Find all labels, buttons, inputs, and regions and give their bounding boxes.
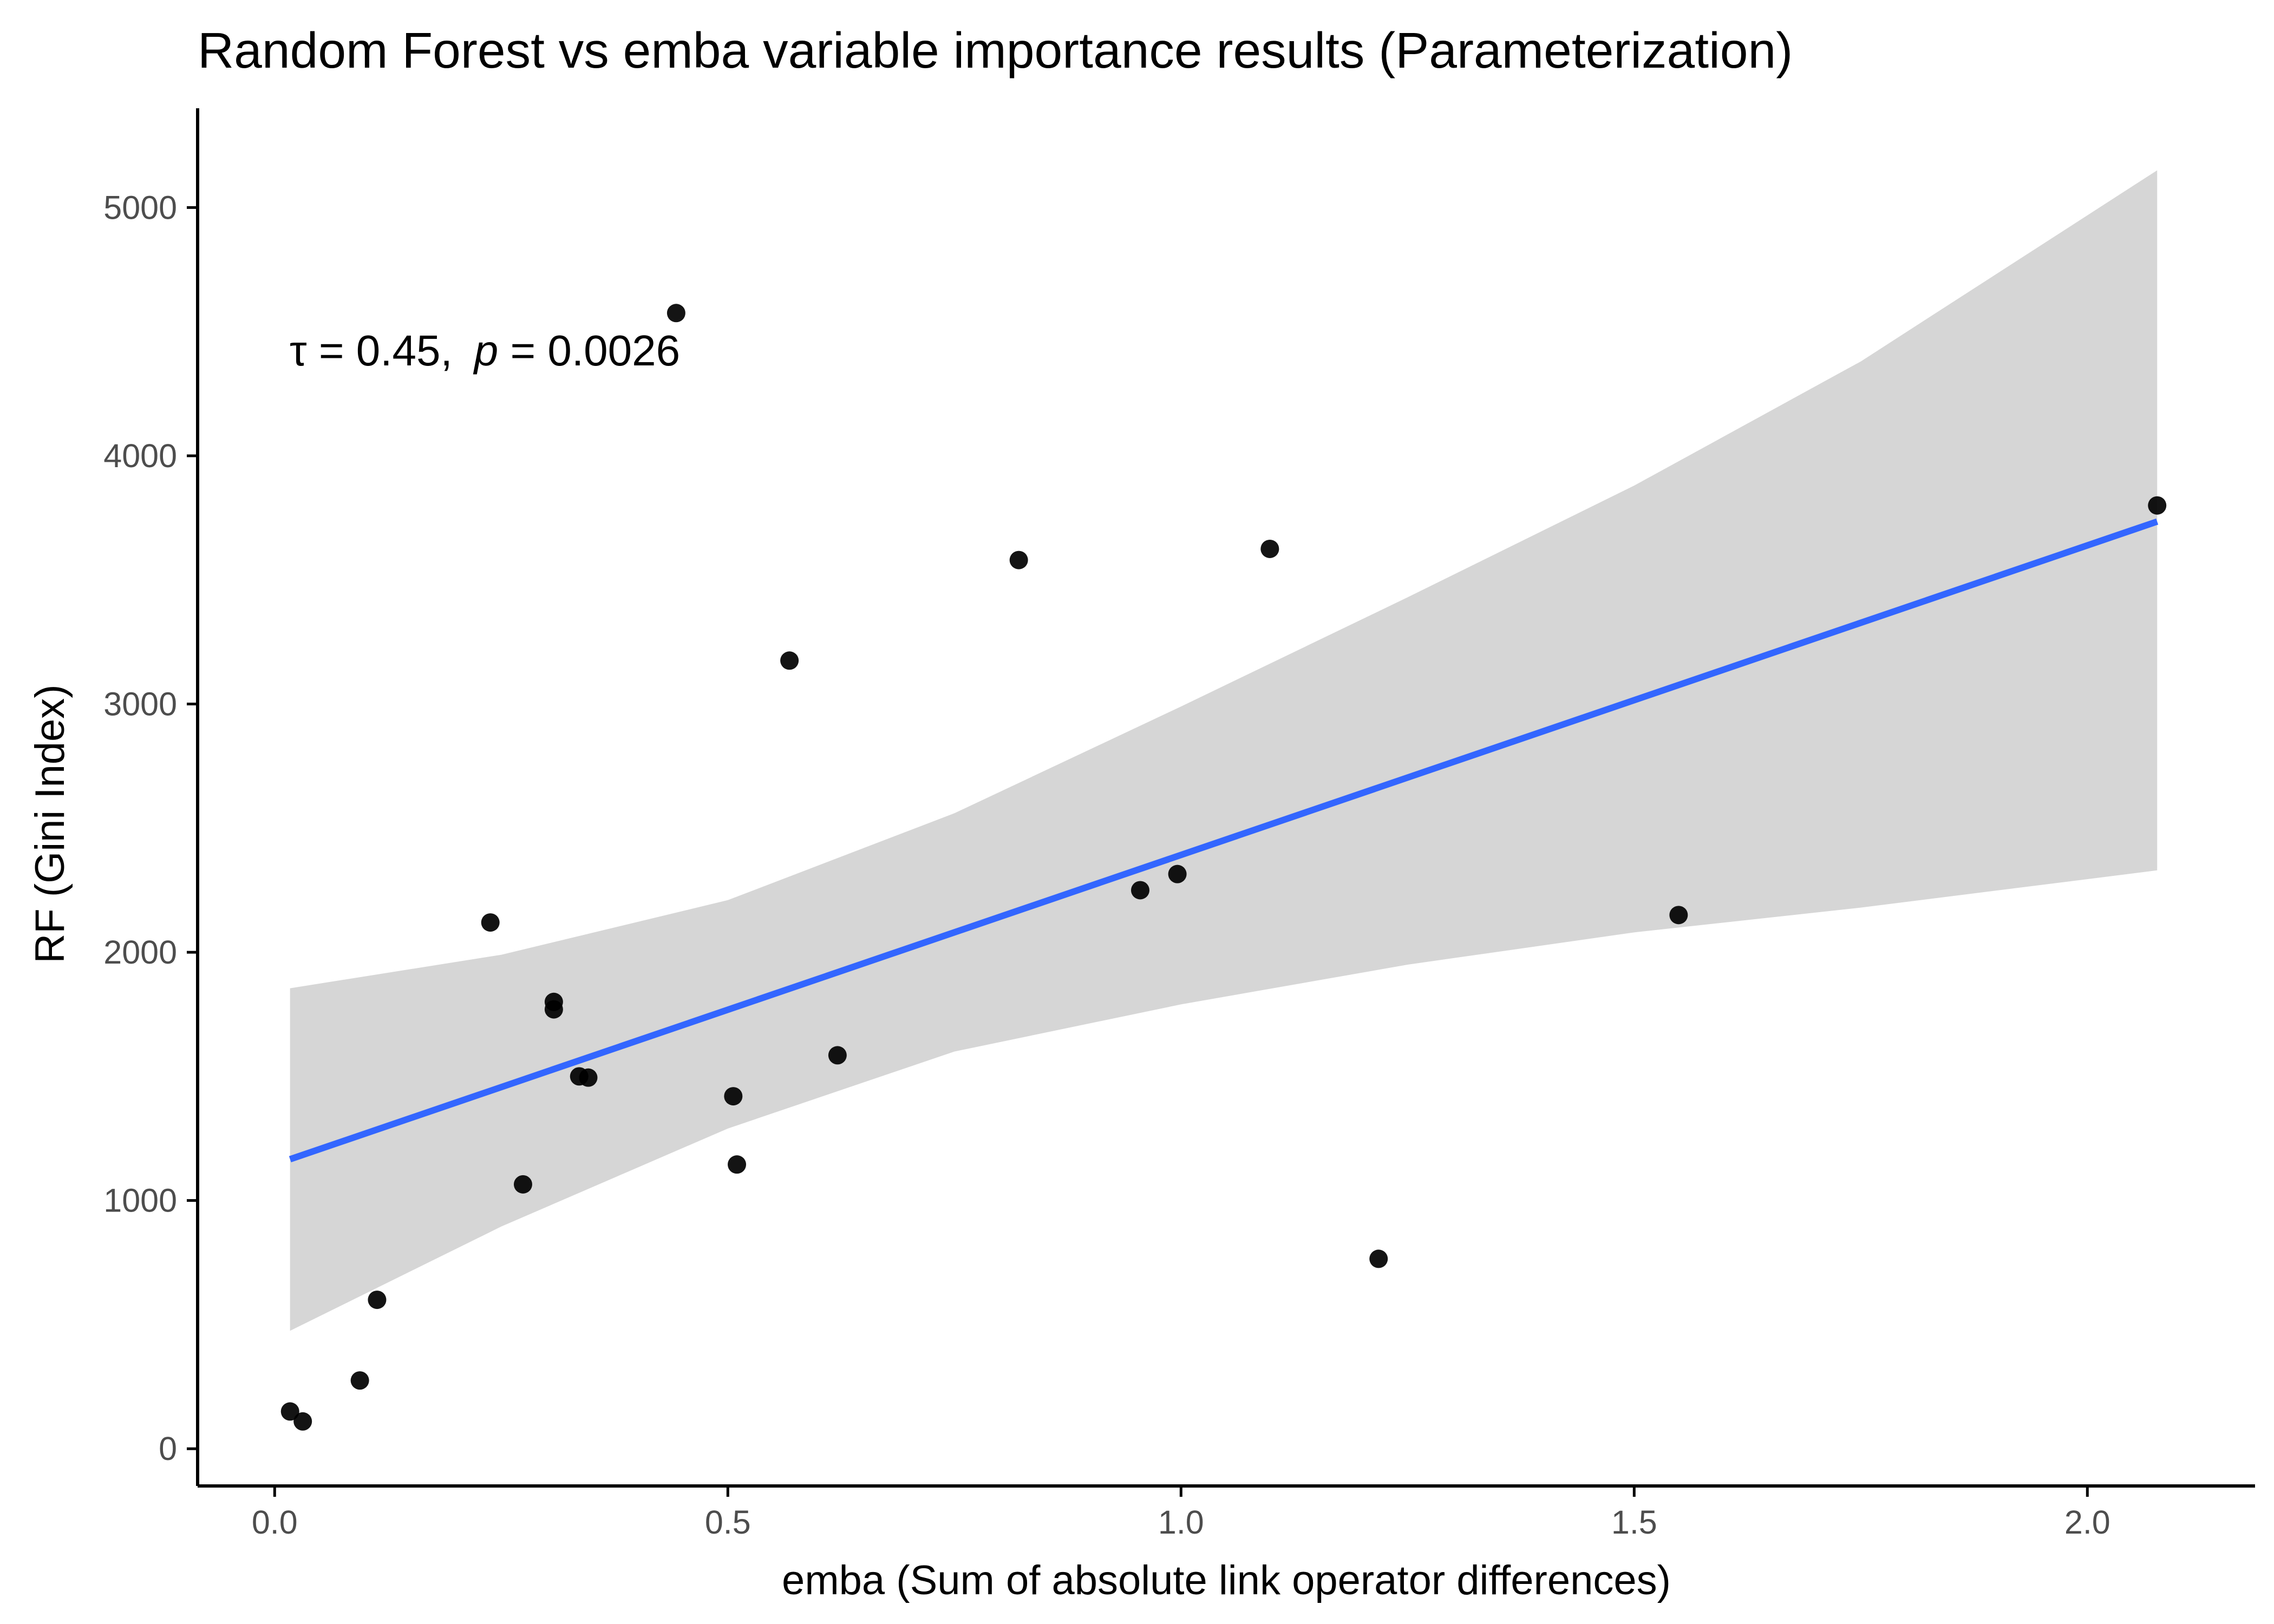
data-point bbox=[724, 1087, 743, 1106]
p-value: = 0.0026 bbox=[498, 326, 680, 375]
regression-line bbox=[289, 518, 2159, 1163]
tau-value: = 0.45, bbox=[307, 326, 453, 375]
y-tick-label: 0 bbox=[159, 1430, 177, 1467]
data-point bbox=[368, 1291, 387, 1309]
y-axis-ticks: 0 1000 2000 3000 4000 5000 bbox=[103, 189, 198, 1467]
chart-title: Random Forest vs emba variable importanc… bbox=[198, 22, 1793, 78]
y-tick-label: 3000 bbox=[103, 686, 177, 723]
x-tick-label: 0.5 bbox=[705, 1504, 751, 1541]
y-axis-title: RF (Gini Index) bbox=[27, 684, 73, 963]
data-point bbox=[666, 304, 685, 323]
y-tick-label: 2000 bbox=[103, 934, 177, 971]
data-point bbox=[350, 1371, 369, 1390]
correlation-annotation: τ = 0.45, p = 0.0026 bbox=[290, 326, 680, 375]
p-symbol: p bbox=[473, 326, 499, 375]
data-point bbox=[513, 1175, 532, 1194]
x-tick-label: 0.0 bbox=[252, 1504, 298, 1541]
data-points bbox=[280, 304, 2167, 1431]
data-point bbox=[293, 1412, 312, 1431]
data-point bbox=[728, 1155, 747, 1174]
data-point bbox=[1260, 539, 1279, 558]
data-point bbox=[481, 913, 500, 932]
data-point bbox=[2148, 496, 2167, 515]
x-tick-label: 2.0 bbox=[2064, 1504, 2110, 1541]
y-tick-label: 5000 bbox=[103, 189, 177, 226]
data-point bbox=[828, 1046, 847, 1065]
data-point bbox=[1369, 1249, 1388, 1268]
data-point bbox=[579, 1068, 598, 1087]
x-axis-ticks: 0.0 0.5 1.0 1.5 2.0 bbox=[252, 1486, 2110, 1541]
data-point bbox=[1009, 551, 1028, 569]
x-tick-label: 1.0 bbox=[1158, 1504, 1204, 1541]
data-point bbox=[1669, 906, 1688, 925]
axes: 0.0 0.5 1.0 1.5 2.0 0 1000 2000 3000 4000 5000 bbox=[103, 108, 2255, 1541]
plot-area bbox=[280, 170, 2167, 1431]
data-point bbox=[544, 1000, 563, 1019]
data-point bbox=[1168, 865, 1187, 883]
data-point bbox=[280, 1402, 299, 1421]
confidence-band bbox=[290, 170, 2158, 1331]
tau-symbol: τ bbox=[290, 326, 307, 375]
data-point bbox=[780, 651, 799, 670]
x-axis-title: emba (Sum of absolute link operator diff… bbox=[782, 1557, 1671, 1603]
y-tick-label: 1000 bbox=[103, 1182, 177, 1219]
y-tick-label: 4000 bbox=[103, 437, 177, 474]
data-point bbox=[1131, 881, 1149, 900]
x-tick-label: 1.5 bbox=[1611, 1504, 1657, 1541]
